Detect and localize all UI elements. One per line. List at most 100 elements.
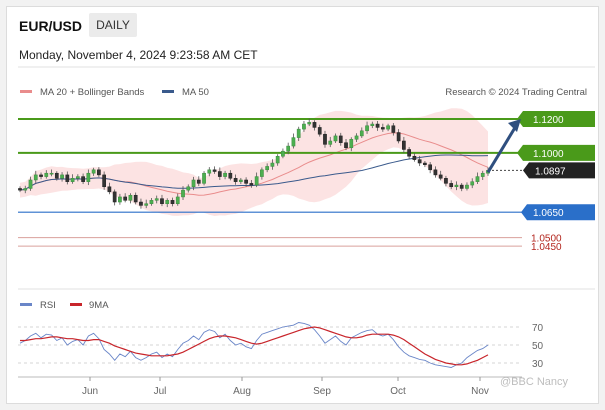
candle-body	[33, 174, 38, 181]
candle-body	[470, 181, 475, 186]
candle-body	[296, 128, 301, 138]
candle-body	[54, 172, 59, 179]
resistance-tag-1.1000	[517, 144, 595, 161]
candle-body	[244, 179, 248, 184]
rsi-tick-label-30: 30	[532, 359, 544, 370]
candle-body	[18, 188, 22, 191]
candle-body	[344, 142, 348, 149]
legend-label-ma50: MA 50	[182, 87, 209, 98]
candle-body	[396, 132, 401, 142]
rsi-chart: 70 50 30	[18, 322, 544, 370]
candle-body	[160, 198, 164, 204]
support-label-1.0500: 1.0500	[531, 234, 562, 245]
x-tick-label-jun: Jun	[82, 386, 98, 397]
candle-body	[402, 140, 406, 150]
candle-body	[154, 198, 159, 201]
candle-body	[86, 172, 91, 182]
candle-body	[128, 194, 133, 201]
candle-body	[312, 122, 317, 128]
candle-body	[254, 176, 259, 186]
last-price-label: 1.0897	[535, 166, 566, 177]
candle-body	[417, 159, 422, 164]
x-axis: Jun Jul Aug Sep Oct Nov	[18, 376, 522, 397]
candle-body	[386, 125, 390, 130]
candle-body	[328, 140, 333, 145]
candle-body	[65, 174, 70, 182]
candle-body	[75, 176, 80, 179]
support-label-1.0450: 1.0450	[531, 242, 562, 253]
resistance-label-1.1200: 1.1200	[533, 115, 564, 126]
candle-body	[233, 178, 238, 182]
candle-body	[449, 183, 454, 188]
candle-body	[239, 179, 243, 182]
candle-body	[370, 123, 375, 126]
research-credit: Research © 2024 Trading Central	[445, 87, 587, 98]
candle-body	[412, 155, 417, 160]
candle-body	[170, 200, 175, 204]
ma50-line	[19, 154, 489, 191]
watermark-text: @BBC Nancy	[500, 376, 569, 388]
candle-body	[39, 174, 43, 177]
legend-swatch-ma50	[162, 90, 174, 93]
candle-body	[123, 196, 128, 201]
candle-body	[291, 137, 296, 147]
candle-body	[323, 133, 327, 145]
candle-body	[438, 174, 443, 179]
candle-body	[107, 186, 112, 193]
candle-body	[191, 179, 196, 188]
candle-body	[91, 169, 96, 174]
legend-swatch-9ma	[70, 303, 82, 306]
legend-label-bollinger: MA 20 + Bollinger Bands	[40, 87, 145, 98]
candle-body	[407, 149, 411, 157]
candle-body	[60, 174, 64, 179]
rsi-tick-label-70: 70	[532, 323, 544, 334]
candle-body	[217, 171, 222, 177]
candle-body	[81, 176, 85, 182]
candle-body	[270, 162, 275, 167]
candle-body	[196, 179, 201, 184]
support-tag-1.0650	[521, 204, 595, 221]
candle-body	[281, 150, 285, 157]
x-tick-label-sep: Sep	[313, 386, 331, 397]
candle-body	[207, 169, 212, 174]
x-tick-label-jul: Jul	[154, 386, 167, 397]
candle-body	[28, 179, 33, 189]
candle-body	[338, 135, 343, 143]
candle-body	[249, 183, 254, 186]
legend-swatch-bollinger	[20, 90, 32, 93]
candle-body	[44, 172, 49, 177]
candle-body	[70, 178, 75, 182]
candle-body	[423, 162, 427, 165]
candle-body	[380, 127, 385, 130]
candle-body	[165, 200, 170, 204]
symbol-label: EUR/USD	[19, 18, 83, 34]
legend-label-rsi: RSI	[40, 300, 56, 311]
last-price-tag	[523, 162, 595, 179]
candle-body	[428, 164, 433, 171]
candle-body	[260, 169, 264, 177]
rsi-tick-label-50: 50	[532, 341, 544, 352]
candle-body	[149, 200, 154, 204]
candle-body	[97, 169, 101, 176]
candle-body	[49, 172, 54, 175]
candle-body	[307, 122, 312, 125]
candle-body	[265, 166, 269, 171]
candle-body	[212, 169, 217, 172]
rsi-legend: RSI 9MA	[20, 300, 109, 311]
candle-body	[275, 155, 280, 164]
candle-body	[175, 196, 180, 204]
candle-body	[375, 123, 380, 128]
support-label-1.0650: 1.0650	[533, 208, 564, 219]
projection-arrow-shaft	[486, 125, 518, 174]
candle-body	[317, 127, 322, 135]
timeframe-badge[interactable]: DAILY	[89, 13, 137, 37]
candle-body	[465, 184, 469, 189]
candle-body	[459, 184, 464, 189]
candle-body	[223, 172, 227, 177]
candle-body	[302, 123, 306, 130]
resistance-tag-1.1200	[517, 110, 595, 127]
candle-body	[354, 135, 359, 140]
chart-card: EUR/USD DAILY Monday, November 4, 2024 9…	[6, 6, 599, 404]
candle-body	[365, 125, 369, 132]
